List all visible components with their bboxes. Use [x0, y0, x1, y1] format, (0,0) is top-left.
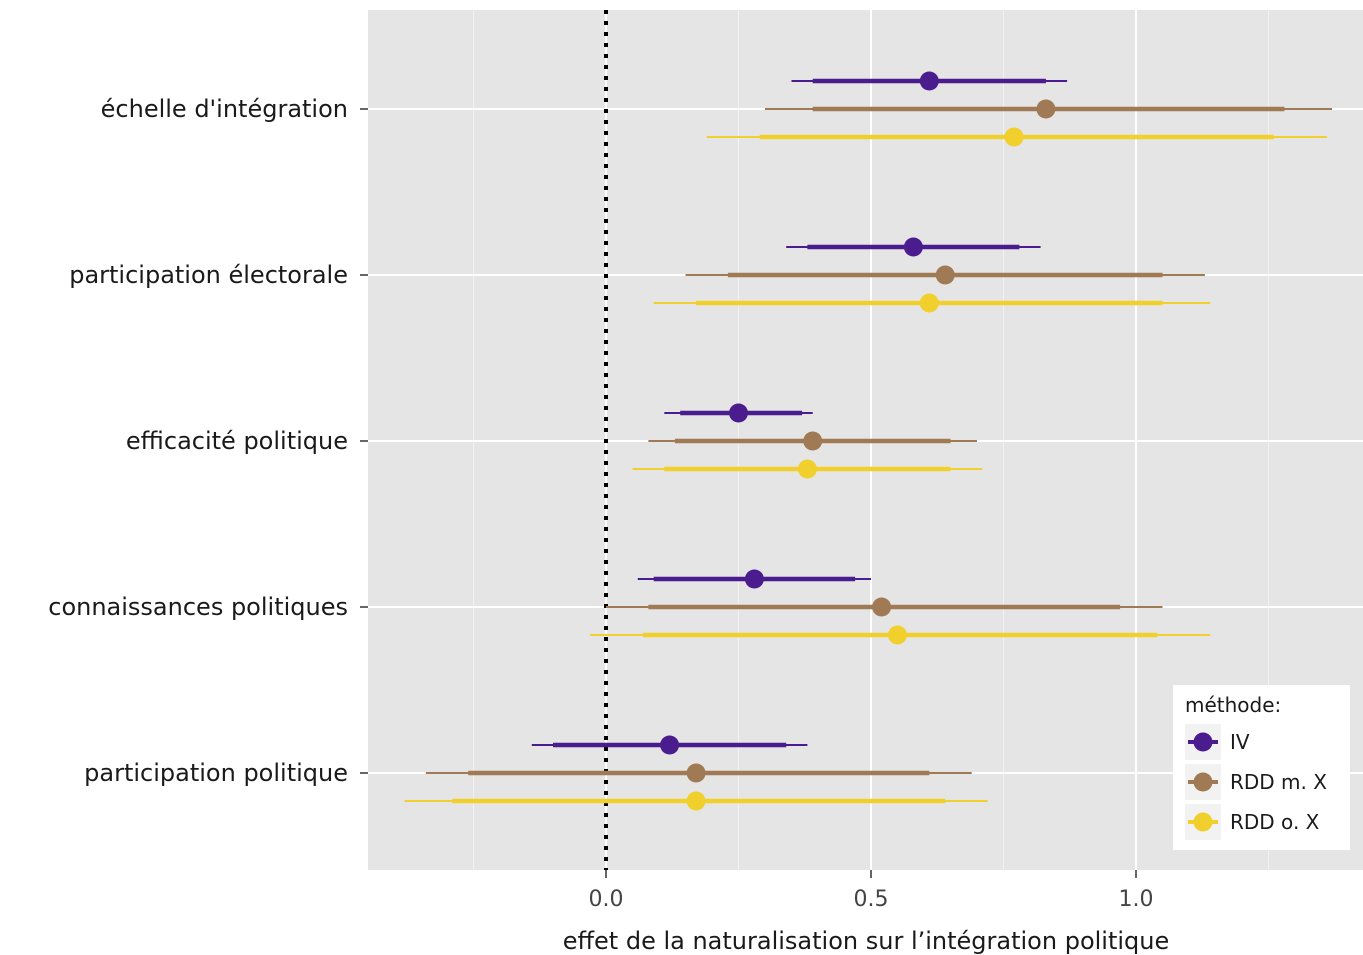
legend-label: RDD o. X — [1230, 810, 1320, 834]
estimate-point — [660, 735, 680, 755]
legend-label: IV — [1230, 730, 1250, 754]
estimate-point — [903, 237, 923, 257]
estimate-point — [1004, 127, 1024, 147]
x-tick-label: 0.0 — [589, 887, 624, 912]
x-tick-label: 0.5 — [854, 887, 889, 912]
legend-key-point — [1193, 812, 1213, 832]
legend-title: méthode: — [1185, 693, 1281, 717]
legend-key-point — [1193, 732, 1213, 752]
estimate-point — [919, 293, 939, 313]
y-tick-label: échelle d'intégration — [101, 95, 348, 123]
y-axis: échelle d'intégration participation élect… — [48, 95, 368, 787]
legend-key-point — [1193, 772, 1213, 792]
x-tick-label: 1.0 — [1119, 887, 1154, 912]
y-tick-label: efficacité politique — [126, 427, 348, 455]
estimate-point — [686, 763, 706, 783]
estimate-point — [797, 459, 817, 479]
y-tick-label: connaissances politiques — [48, 593, 348, 621]
x-axis-label: effet de la naturalisation sur l’intégra… — [563, 927, 1170, 955]
estimate-point — [729, 403, 748, 423]
estimate-point — [686, 791, 706, 811]
estimate-point — [744, 569, 764, 589]
estimate-point — [935, 265, 955, 285]
estimate-point — [872, 597, 892, 617]
legend-entries: IV RDD m. X RDD o. X — [1185, 724, 1327, 840]
estimate-marks — [404, 71, 1333, 811]
y-tick-label: participation électorale — [69, 261, 348, 289]
estimate-point — [919, 71, 939, 91]
estimate-point — [888, 625, 907, 645]
estimate-point — [1036, 99, 1056, 119]
x-axis: 0.0 0.5 1.0 — [589, 870, 1154, 912]
legend: méthode: IV RDD m. X RDD o. X — [1173, 685, 1350, 850]
estimate-point — [803, 431, 823, 451]
y-tick-label: participation politique — [84, 759, 348, 787]
legend-label: RDD m. X — [1230, 770, 1327, 794]
